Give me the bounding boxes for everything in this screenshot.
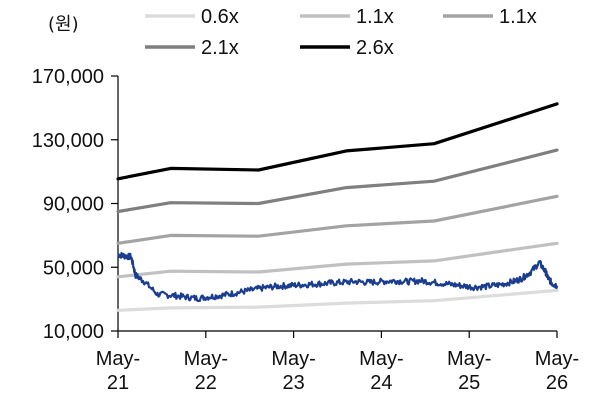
x-tick-label: 21	[107, 372, 129, 394]
band-line-2	[116, 241, 559, 279]
legend-label: 0.6x	[201, 6, 239, 28]
band-line-5	[116, 102, 559, 181]
legend-label: 1.1x	[356, 6, 394, 28]
unit-label: (원)	[48, 14, 79, 35]
x-tick-label: May-	[447, 348, 491, 370]
y-tick-label: 170,000	[32, 66, 104, 88]
y-tick-label: 130,000	[32, 130, 104, 152]
price-line-group	[117, 251, 559, 303]
x-tick-label: May-	[96, 348, 140, 370]
legend-label: 2.1x	[201, 37, 239, 59]
x-tick-label: 26	[546, 372, 568, 394]
x-tick-label: 24	[370, 372, 392, 394]
x-tick-label: May-	[359, 348, 403, 370]
price-line	[117, 251, 559, 303]
x-tick-label: 23	[282, 372, 304, 394]
band-lines	[116, 102, 559, 312]
y-tick-label: 90,000	[43, 194, 104, 216]
x-tick-label: 25	[458, 372, 480, 394]
y-tick-label: 10,000	[43, 321, 104, 343]
x-tick-label: May-	[184, 348, 228, 370]
x-tick-label: 22	[195, 372, 217, 394]
y-axis-ticks: 10,000 50,000 90,000 130,000 170,000	[32, 66, 118, 343]
x-tick-label: May-	[535, 348, 579, 370]
y-tick-label: 50,000	[43, 257, 104, 279]
band-line-3	[116, 194, 559, 245]
x-tick-label: May-	[271, 348, 315, 370]
band-line-4	[116, 148, 559, 214]
legend: 0.6x 1.1x 1.1x 2.1x 2.6x	[145, 6, 537, 59]
legend-label: 2.6x	[356, 37, 394, 59]
band-line-1	[116, 288, 559, 312]
legend-label: 1.1x	[499, 6, 537, 28]
